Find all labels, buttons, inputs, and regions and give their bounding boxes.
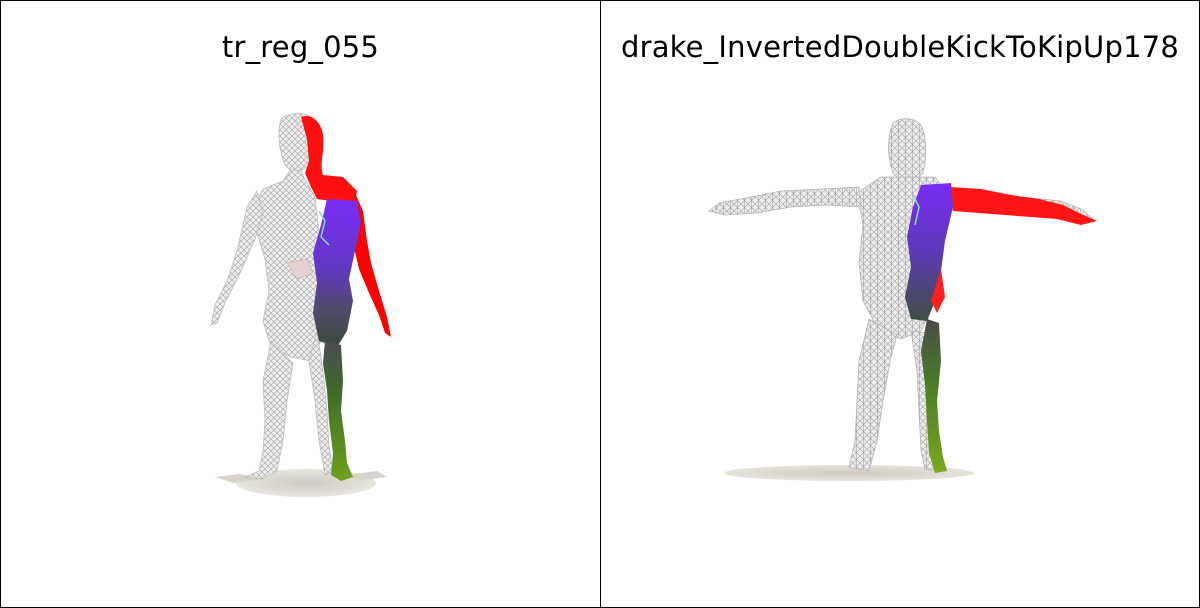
panel-left: tr_reg_055	[1, 1, 601, 607]
t-pose-creature-mesh-icon	[708, 118, 1097, 481]
mesh-body-right	[708, 118, 1097, 472]
floor-shadow-right	[724, 465, 974, 481]
panel-title-left: tr_reg_055	[221, 30, 380, 64]
floor-shadow-left	[215, 469, 387, 497]
panel-right: drake_InvertedDoubleKickToKipUp178	[601, 1, 1199, 607]
panel-title-right: drake_InvertedDoubleKickToKipUp178	[620, 30, 1180, 64]
standing-human-mesh-icon	[210, 113, 391, 497]
colored-region-left	[301, 115, 391, 481]
colored-region-right	[905, 183, 1097, 473]
